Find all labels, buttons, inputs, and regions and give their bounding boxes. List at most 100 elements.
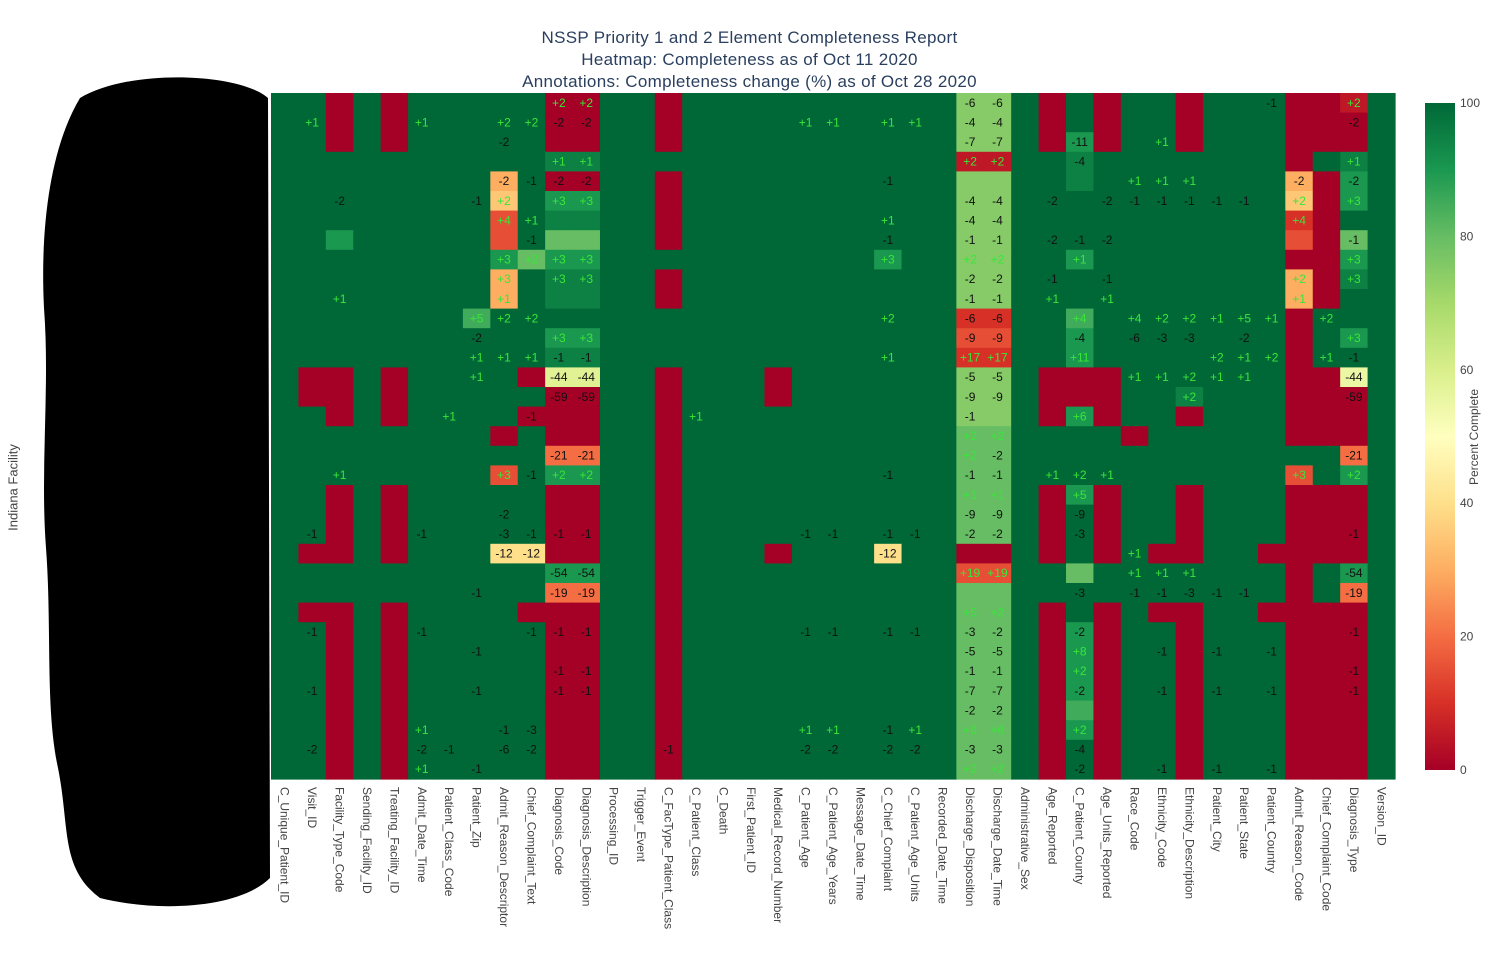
chart-title-line-1: NSSP Priority 1 and 2 Element Completene… [541, 28, 958, 47]
heatmap-annotation: +1 [552, 155, 566, 169]
heatmap-cell [1203, 191, 1232, 212]
heatmap-cell [1148, 445, 1177, 466]
heatmap-cell [846, 230, 875, 251]
heatmap-cell [271, 445, 300, 466]
heatmap-annotation: -9 [1074, 507, 1085, 521]
heatmap-cell [737, 387, 766, 408]
heatmap-annotation: +2 [1347, 96, 1361, 110]
heatmap-cell [1367, 249, 1396, 270]
heatmap-cell [819, 426, 848, 447]
heatmap-cell [737, 210, 766, 231]
heatmap-annotation: -2 [1294, 174, 1305, 188]
heatmap-cell [764, 445, 793, 466]
x-tick-label: Age_Units_Reported [1100, 787, 1114, 898]
heatmap-cell [1093, 543, 1122, 564]
heatmap-cell [298, 112, 327, 133]
heatmap-annotation: -1 [1239, 194, 1250, 208]
heatmap-cell [572, 406, 601, 427]
heatmap-cell [298, 700, 327, 721]
heatmap-annotation: +5 [1073, 488, 1087, 502]
heatmap-cell [408, 347, 437, 368]
heatmap-cell [791, 583, 820, 604]
heatmap-annotation: -1 [526, 233, 537, 247]
heatmap-cell [874, 681, 903, 702]
heatmap-cell [462, 524, 491, 545]
heatmap-cell [271, 367, 300, 388]
heatmap-cell [1038, 524, 1067, 545]
heatmap-cell [682, 347, 711, 368]
heatmap-cell [874, 112, 903, 133]
heatmap-cell [435, 171, 464, 192]
heatmap-cell [983, 132, 1012, 153]
heatmap-cell [1285, 347, 1314, 368]
heatmap-cell [1093, 426, 1122, 447]
heatmap-cell [764, 249, 793, 270]
heatmap-cell [1203, 602, 1232, 623]
heatmap-cell [298, 249, 327, 270]
heatmap-cell [298, 504, 327, 525]
heatmap-cell [1066, 93, 1095, 114]
heatmap-cell [545, 445, 574, 466]
heatmap-cell [627, 583, 656, 604]
heatmap-cell [1038, 641, 1067, 662]
heatmap-cell [1175, 249, 1204, 270]
heatmap-cell [1066, 112, 1095, 133]
x-tick-label: Race_Code [1128, 787, 1142, 851]
heatmap-cell [1285, 269, 1314, 290]
heatmap-cell [1093, 641, 1122, 662]
heatmap-cell [1340, 289, 1369, 310]
heatmap-cell [1367, 269, 1396, 290]
heatmap-cell [1120, 641, 1149, 662]
heatmap-annotation: +4 [1073, 311, 1087, 325]
heatmap-cell [325, 759, 354, 780]
heatmap-cell [353, 485, 382, 506]
heatmap-cell [874, 445, 903, 466]
heatmap-cell [1257, 230, 1286, 251]
heatmap-cell [599, 151, 628, 172]
heatmap-cell [682, 249, 711, 270]
heatmap-cell [462, 112, 491, 133]
heatmap-cell [1285, 622, 1314, 643]
heatmap-annotation: +1 [1155, 566, 1169, 580]
heatmap-cell [517, 387, 546, 408]
heatmap-cell [380, 681, 409, 702]
heatmap-cell [1011, 563, 1040, 584]
heatmap-cell [353, 504, 382, 525]
heatmap-cell [1230, 681, 1259, 702]
heatmap-cell [490, 289, 519, 310]
heatmap-cell [654, 563, 683, 584]
heatmap-cell [325, 289, 354, 310]
heatmap-cell [1203, 269, 1232, 290]
heatmap-cell [1257, 504, 1286, 525]
heatmap-cell [1038, 387, 1067, 408]
heatmap-cell [462, 191, 491, 212]
heatmap-cell [928, 328, 957, 349]
heatmap-cell [983, 622, 1012, 643]
heatmap-cell [1175, 347, 1204, 368]
heatmap-cell [654, 426, 683, 447]
heatmap-annotation: +3 [579, 194, 593, 208]
heatmap-cell [1038, 151, 1067, 172]
heatmap-cell [791, 269, 820, 290]
heatmap-cell [545, 485, 574, 506]
heatmap-cell [1011, 739, 1040, 760]
heatmap-cell [874, 210, 903, 231]
heatmap-cell [462, 308, 491, 329]
heatmap-cell [1285, 465, 1314, 486]
heatmap-cell [517, 269, 546, 290]
heatmap-cell [709, 739, 738, 760]
heatmap-cell [298, 445, 327, 466]
heatmap-cell [1175, 289, 1204, 310]
heatmap-cell [654, 210, 683, 231]
heatmap-cell [627, 328, 656, 349]
heatmap-annotation: -2 [965, 703, 976, 717]
heatmap-cell [599, 289, 628, 310]
heatmap-cell [271, 543, 300, 564]
heatmap-cell [1340, 426, 1369, 447]
heatmap-cell [956, 759, 985, 780]
colorbar-tick-label: 60 [1460, 363, 1474, 377]
heatmap-cell [408, 406, 437, 427]
heatmap-cell [408, 700, 437, 721]
heatmap-cell [1175, 759, 1204, 780]
